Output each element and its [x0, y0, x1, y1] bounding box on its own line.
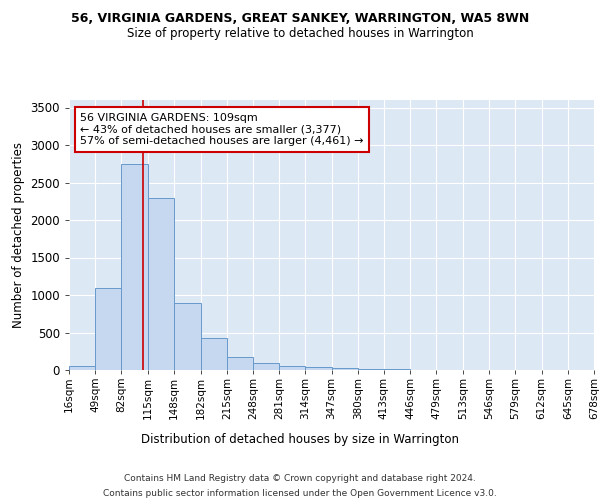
Bar	[253, 362, 279, 370]
Text: Distribution of detached houses by size in Warrington: Distribution of detached houses by size …	[141, 432, 459, 446]
Text: Contains public sector information licensed under the Open Government Licence v3: Contains public sector information licen…	[103, 489, 497, 498]
Bar	[148, 198, 173, 370]
Text: 56, VIRGINIA GARDENS, GREAT SANKEY, WARRINGTON, WA5 8WN: 56, VIRGINIA GARDENS, GREAT SANKEY, WARR…	[71, 12, 529, 26]
Bar	[305, 367, 331, 370]
Bar	[331, 368, 358, 370]
Bar	[121, 164, 148, 370]
Text: Contains HM Land Registry data © Crown copyright and database right 2024.: Contains HM Land Registry data © Crown c…	[124, 474, 476, 483]
Bar	[200, 338, 227, 370]
Bar	[173, 302, 200, 370]
Text: Size of property relative to detached houses in Warrington: Size of property relative to detached ho…	[127, 28, 473, 40]
Bar	[95, 288, 121, 370]
Y-axis label: Number of detached properties: Number of detached properties	[12, 142, 25, 328]
Bar	[69, 366, 95, 370]
Bar	[227, 357, 253, 370]
Bar	[358, 368, 384, 370]
Text: 56 VIRGINIA GARDENS: 109sqm
← 43% of detached houses are smaller (3,377)
57% of : 56 VIRGINIA GARDENS: 109sqm ← 43% of det…	[80, 113, 364, 146]
Bar	[279, 366, 305, 370]
Bar	[384, 369, 410, 370]
